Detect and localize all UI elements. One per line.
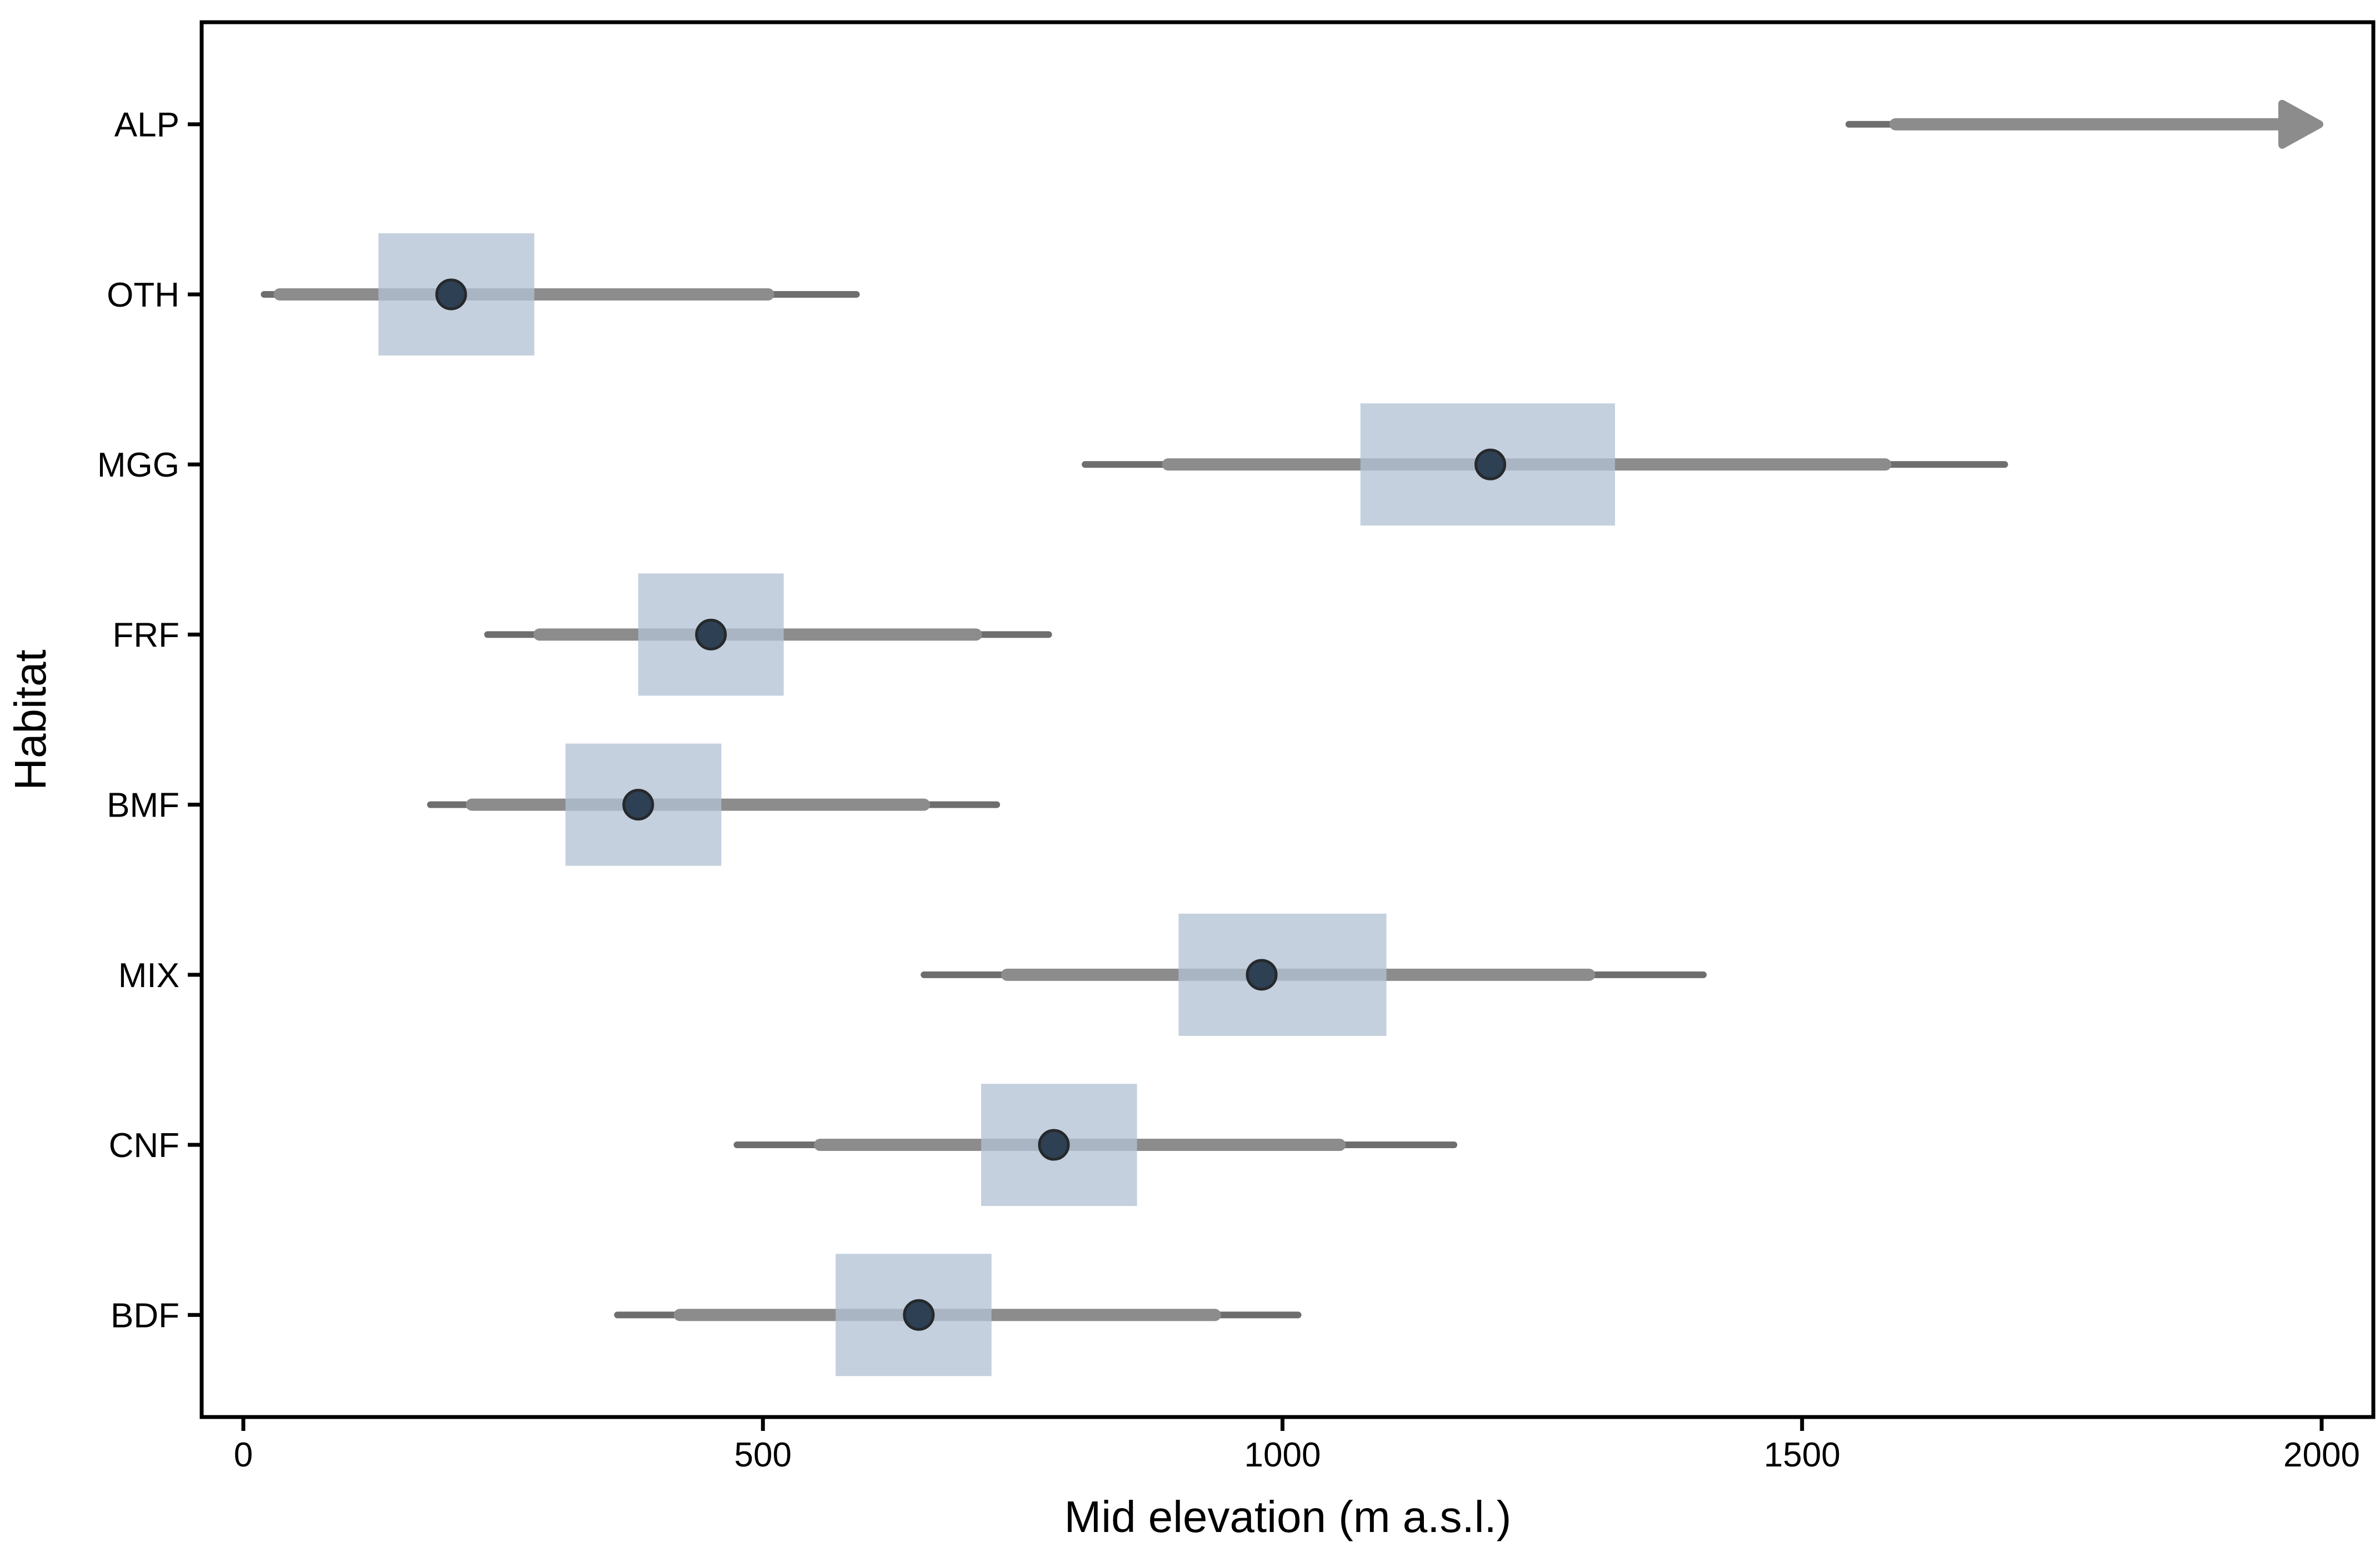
point-estimate-dot bbox=[695, 618, 727, 650]
y-axis: ALP OTH MGG FRF BMF MIX CNF BDF bbox=[97, 106, 200, 1335]
credible-interval-box bbox=[1178, 913, 1387, 1036]
y-tick-label: BMF bbox=[107, 787, 179, 825]
habitat-row-bdf bbox=[614, 1254, 1302, 1376]
x-axis-title: Mid elevation (m a.s.l.) bbox=[1064, 1492, 1512, 1541]
x-tick-label: 0 bbox=[234, 1436, 253, 1474]
y-axis-title: Habitat bbox=[6, 649, 55, 790]
habitat-row-oth bbox=[261, 233, 860, 356]
point-estimate-dot bbox=[435, 278, 467, 311]
x-axis: 0 500 1000 1500 2000 bbox=[234, 1419, 2360, 1474]
habitat-row-bmf bbox=[427, 743, 1001, 866]
arrow-head bbox=[2278, 99, 2323, 149]
point-estimate-dot bbox=[1246, 959, 1278, 991]
y-tick-label: ALP bbox=[114, 106, 179, 144]
habitat-row-cnf bbox=[733, 1084, 1458, 1206]
x-tick-label: 2000 bbox=[2283, 1436, 2360, 1474]
plot-panel-border bbox=[199, 20, 2376, 1419]
y-tick-label: FRF bbox=[112, 616, 179, 654]
x-tick-label: 500 bbox=[734, 1436, 792, 1474]
point-estimate-dot bbox=[1038, 1129, 1070, 1161]
habitat-row-frf bbox=[484, 573, 1052, 696]
y-tick-label: MGG bbox=[97, 446, 179, 484]
point-estimate-dot bbox=[903, 1299, 935, 1331]
chart-rows bbox=[261, 99, 2323, 1376]
y-tick-label: MIX bbox=[118, 957, 179, 995]
point-estimate-dot bbox=[1474, 448, 1507, 480]
habitat-row-mgg bbox=[1082, 403, 2008, 526]
habitat-row-alp bbox=[1845, 99, 2323, 149]
y-tick-label: OTH bbox=[107, 276, 179, 314]
x-tick-label: 1500 bbox=[1764, 1436, 1841, 1474]
habitat-row-mix bbox=[921, 913, 1707, 1036]
point-estimate-dot bbox=[622, 789, 654, 821]
y-tick-label: CNF bbox=[109, 1127, 179, 1165]
x-tick-label: 1000 bbox=[1244, 1436, 1321, 1474]
y-tick-label: BDF bbox=[111, 1296, 179, 1335]
